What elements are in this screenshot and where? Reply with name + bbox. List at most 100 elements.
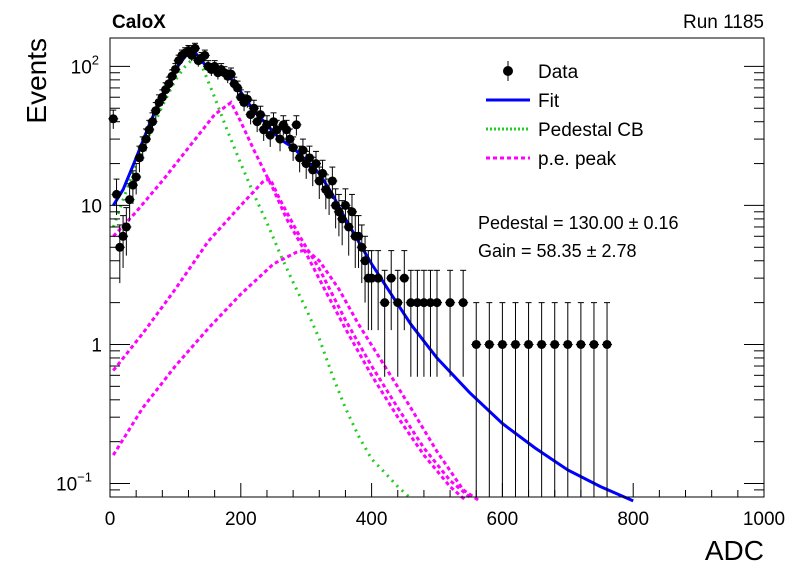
- data-marker: [144, 125, 154, 135]
- data-marker: [550, 339, 560, 349]
- data-point: [575, 302, 586, 497]
- data-marker: [170, 64, 180, 74]
- data-point: [432, 269, 442, 377]
- data-point: [510, 302, 521, 497]
- y-tick-label: 10: [81, 196, 102, 217]
- data-marker: [288, 143, 298, 153]
- data-point: [288, 136, 299, 161]
- data-marker: [131, 172, 141, 182]
- data-point: [242, 91, 253, 108]
- data-marker: [380, 298, 390, 308]
- data-points: [108, 42, 613, 497]
- data-point: [405, 269, 416, 377]
- data-marker: [190, 43, 200, 53]
- data-marker: [252, 117, 262, 127]
- x-tick-label: 400: [356, 509, 388, 530]
- data-point: [170, 63, 181, 77]
- data-marker: [295, 153, 305, 163]
- data-point: [588, 302, 599, 497]
- data-point: [356, 224, 367, 284]
- data-marker: [337, 214, 347, 224]
- data-marker: [118, 231, 128, 241]
- y-tick-exponent: 2: [92, 52, 99, 67]
- data-marker: [125, 195, 135, 205]
- data-point: [333, 193, 344, 237]
- data-point: [108, 109, 119, 129]
- data-point: [399, 250, 410, 331]
- data-marker: [602, 339, 612, 349]
- data-point: [602, 302, 613, 497]
- data-point: [225, 67, 236, 81]
- plot-frame: [109, 37, 765, 498]
- data-marker: [255, 110, 265, 120]
- data-point: [458, 269, 469, 377]
- data-marker: [249, 103, 259, 113]
- legend-entry: Fit: [486, 91, 560, 112]
- data-point: [523, 302, 534, 497]
- data-marker: [373, 273, 383, 283]
- data-point: [484, 302, 495, 497]
- x-axis-title: ADC: [705, 535, 764, 566]
- data-marker: [138, 143, 148, 153]
- data-marker: [167, 71, 177, 81]
- data-point: [412, 269, 423, 377]
- data-marker: [399, 273, 409, 283]
- legend-marker: [503, 66, 513, 76]
- data-marker: [298, 145, 308, 155]
- data-marker: [432, 298, 442, 308]
- data-point: [386, 250, 397, 331]
- data-point: [190, 42, 201, 54]
- data-point: [304, 145, 315, 173]
- data-marker: [589, 339, 599, 349]
- data-marker: [108, 114, 118, 124]
- data-marker: [164, 79, 174, 89]
- legend-label: Fit: [538, 91, 560, 112]
- data-marker: [334, 207, 344, 217]
- data-point: [311, 150, 322, 179]
- pe-peak-curve: [112, 100, 468, 503]
- y-tick-exponent: −1: [77, 470, 92, 485]
- data-point: [186, 49, 197, 62]
- data-point: [291, 115, 302, 136]
- data-point: [536, 302, 547, 497]
- data-point: [366, 250, 377, 331]
- data-marker: [226, 69, 236, 79]
- data-marker: [524, 339, 534, 349]
- x-tick-label: 1000: [743, 509, 785, 530]
- data-marker: [282, 125, 292, 135]
- data-marker: [360, 256, 370, 266]
- data-point: [199, 49, 210, 62]
- data-marker: [537, 339, 547, 349]
- data-marker: [367, 273, 377, 283]
- gain-stat: Gain = 58.35 ± 2.78: [478, 241, 637, 261]
- x-tick-label: 0: [105, 509, 116, 530]
- data-marker: [311, 159, 321, 169]
- pedestal-cb-curve: [111, 55, 412, 500]
- data-point: [317, 159, 328, 191]
- data-point: [147, 112, 158, 133]
- data-marker: [275, 134, 285, 144]
- data-point: [549, 302, 560, 497]
- data-marker: [242, 94, 252, 104]
- data-marker: [576, 339, 586, 349]
- x-tick-label: 200: [225, 509, 257, 530]
- data-marker: [200, 50, 210, 60]
- legend-label: Data: [538, 62, 579, 83]
- y-axis-title: Events: [21, 38, 52, 124]
- y-tick-label: 1: [91, 335, 102, 356]
- data-point: [373, 250, 384, 331]
- data-marker: [112, 189, 122, 199]
- data-marker: [393, 298, 403, 308]
- data-marker: [157, 92, 167, 102]
- data-point: [418, 269, 429, 377]
- legend-entry: Data: [503, 61, 579, 83]
- data-marker: [265, 130, 275, 140]
- pe-peak-curve: [112, 248, 481, 503]
- legend-label: Pedestal CB: [538, 120, 644, 141]
- data-point: [111, 178, 122, 215]
- data-point: [392, 269, 403, 377]
- data-marker: [347, 207, 357, 217]
- data-point: [497, 302, 508, 497]
- data-marker: [419, 298, 429, 308]
- data-marker: [151, 106, 161, 116]
